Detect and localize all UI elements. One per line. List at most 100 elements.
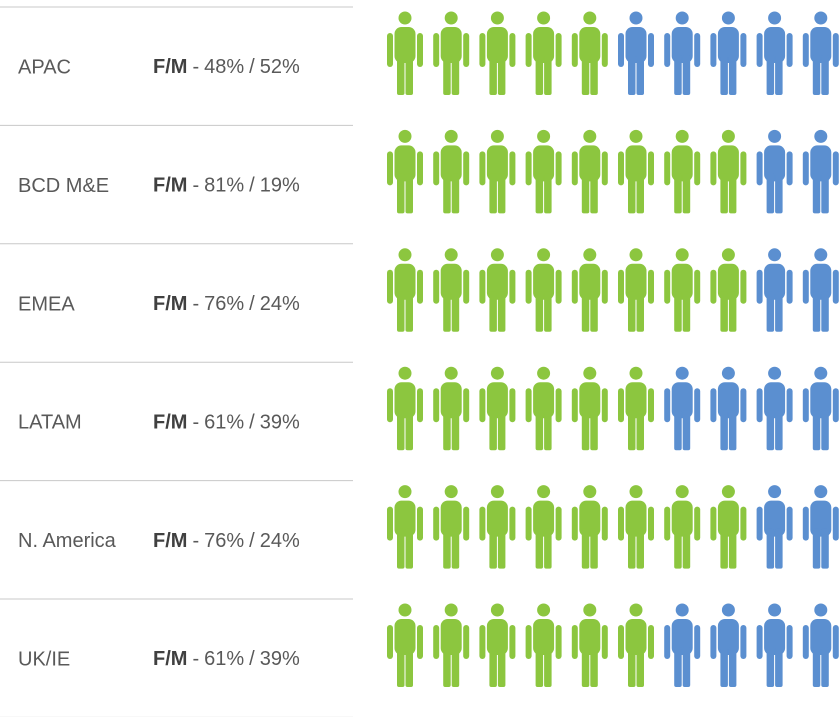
icon-leg [405,173,413,214]
icon-head [490,485,504,499]
icon-torso [671,263,693,300]
icon-head [675,11,689,25]
icon-leg [590,410,598,451]
icon-arm [601,151,608,186]
icon-arm [740,151,747,186]
icon-leg [581,647,590,687]
icon-arm [479,625,486,659]
person-icon [571,248,608,332]
person-icon [387,248,423,332]
icon-leg [682,647,691,687]
icon-leg [489,410,497,451]
icon-leg [590,55,598,95]
person-icon [710,603,747,687]
slash: / [249,175,255,197]
icon-arm [786,625,793,659]
icon-arm [417,506,423,541]
icon-leg [451,173,460,214]
icon-arm [832,506,839,541]
icon-leg [636,528,644,569]
icon-torso [486,382,508,419]
person-icon [525,129,562,214]
icon-arm [832,269,839,304]
male-label: 52% [260,56,300,78]
dash: - [192,412,199,434]
icon-leg [443,55,451,95]
person-icon [387,11,423,95]
icon-arm [571,625,578,659]
icon-leg [682,55,691,95]
icon-arm [555,33,562,67]
icon-torso [579,263,601,300]
person-icon [433,129,470,214]
icon-torso [671,500,693,537]
icon-head [721,485,735,499]
icon-arm [786,269,793,304]
person-icon [618,485,654,569]
icon-leg [812,528,821,569]
icon-torso [440,500,462,537]
person-icon [571,11,608,95]
icon-arm [571,388,578,423]
icon-arm [710,269,717,304]
icon-leg [821,55,829,95]
person-icon [479,603,516,687]
icon-leg [682,291,691,332]
icon-leg [544,647,552,687]
icon-leg [728,410,737,451]
icon-torso [810,145,832,182]
icon-leg [497,410,506,451]
slash: / [249,412,255,434]
icon-arm [832,33,839,67]
icon-arm [417,388,423,423]
icon-arm [802,506,809,541]
icon-head [398,248,412,262]
person-icon [802,248,839,332]
icon-torso [764,382,786,419]
icon-leg [590,291,598,332]
icon-head [583,366,597,380]
icon-leg [628,55,636,95]
icon-leg [775,528,783,569]
icon-torso [671,145,693,182]
icon-head [490,129,504,143]
icon-leg [590,173,598,214]
icon-leg [766,55,775,95]
icon-arm [648,33,654,67]
icon-arm [601,388,608,423]
icon-leg [535,173,544,214]
icon-torso [579,145,601,182]
icon-leg [775,173,783,214]
icon-arm [648,151,654,186]
icon-torso [533,263,555,300]
icon-leg [544,410,552,451]
icon-head [537,129,551,143]
icon-leg [674,528,682,569]
icon-leg [443,410,451,451]
icon-arm [832,388,839,423]
icon-leg [497,647,506,687]
icon-torso [533,382,555,419]
icon-arm [601,33,608,67]
region-label: LATAM [18,412,82,434]
icon-torso [440,145,462,182]
icon-leg [766,528,775,569]
icon-arm [555,388,562,423]
icon-arm [433,151,440,186]
icon-arm [694,33,701,67]
icon-arm [710,506,717,541]
person-icon [479,366,516,451]
icon-leg [497,173,506,214]
icon-leg [451,410,460,451]
icon-leg [405,647,413,687]
person-icon [710,248,747,332]
icon-leg [497,55,506,95]
region-label: UK/IE [18,648,70,670]
icon-arm [740,269,747,304]
icon-torso [717,27,739,63]
icon-arm [525,625,532,659]
icon-torso [533,27,555,63]
icon-leg [397,410,405,451]
person-icon [387,603,423,687]
